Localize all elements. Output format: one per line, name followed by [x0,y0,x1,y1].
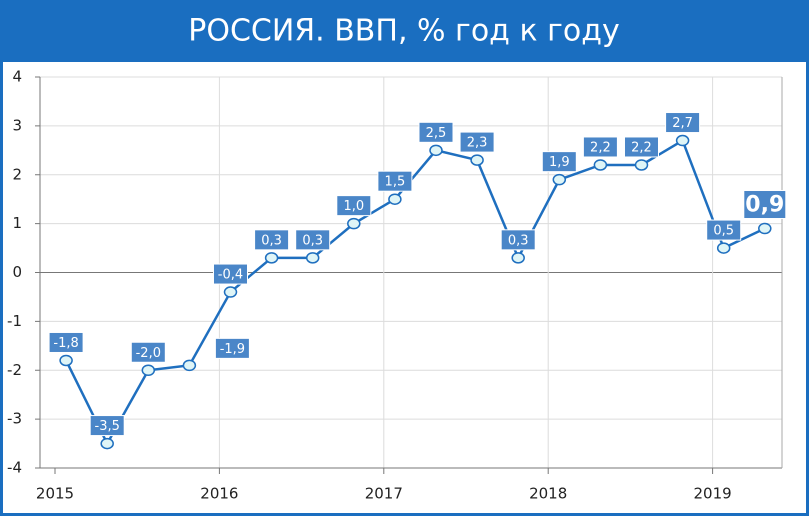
data-label-box [48,331,84,353]
title-bar [0,0,809,62]
data-label-text: 0,5 [713,224,734,239]
point [347,217,361,230]
data-label: 2,3 [459,131,495,153]
y-tick-label: 1 [12,214,22,232]
data-label-text: 2,2 [590,140,611,155]
point [223,286,238,298]
data-label-text: 2,7 [672,116,693,131]
y-tick-label: 0 [12,263,22,281]
data-label-text: 0,3 [261,233,282,248]
data-label-text: -1,8 [53,336,78,351]
line [64,138,766,447]
data-label-box [89,415,125,437]
y-tick-label: 4 [12,68,22,86]
data-label-box [212,263,248,285]
data-label: -3,5 [89,415,125,437]
y-tick-label: -3 [7,410,22,428]
data-label: 1,9 [541,151,577,173]
point [675,134,690,147]
y-tick-label: -4 [7,459,22,477]
data-label: 0,9 [743,190,787,220]
x-tick-label: 2018 [529,485,567,503]
x-tick-label: 2015 [36,485,74,503]
x-tick-label: 2019 [694,485,732,503]
data-label: 0,3 [500,229,536,251]
data-label: 0,3 [295,229,331,251]
data-label-text: -1,9 [220,342,245,357]
point [511,252,525,264]
data-label-box [254,229,290,251]
data-label-box [665,112,701,134]
data-label-text: 1,5 [385,175,406,190]
point [470,154,484,166]
point [264,252,279,264]
data-label-box [582,136,618,158]
data-label-text: -3,5 [95,419,120,434]
point [59,354,73,367]
y-tick-label: -2 [7,361,22,379]
data-label-box [706,219,742,241]
data-label: -0,4 [212,263,248,285]
data-label-text: 2,2 [631,140,652,155]
data-label-box [743,190,787,220]
data-label: 1,0 [336,195,372,217]
y-tick-label: -1 [7,312,22,330]
data-label-box [541,151,577,173]
data-label-text: 1,0 [343,199,364,214]
data-label: 0,5 [706,219,742,241]
data-label: 1,5 [377,170,413,192]
x-tick-label: 2016 [200,485,238,503]
point [100,437,114,450]
data-label-box [418,121,454,143]
point [388,193,402,205]
y-tick-label: 3 [12,116,22,134]
data-label: 2,2 [623,136,659,158]
data-label-text: 0,3 [508,233,529,248]
point [182,359,197,372]
data-label-box [377,170,413,192]
y-tick-label: 2 [12,165,22,183]
data-label-box [500,229,536,251]
chart-title: РОССИЯ. ВВП, % год к году [188,14,619,49]
point [141,364,156,376]
data-label-box [459,131,495,153]
point [593,159,608,171]
data-label-text: 1,9 [549,155,570,170]
point [552,173,567,186]
x-tick-label: 2017 [365,485,403,503]
point [758,222,772,235]
data-label-box [295,229,331,251]
data-label: -1,8 [48,331,84,353]
data-label-box [623,136,659,158]
data-label-text: 2,3 [467,136,488,151]
data-label-box [130,341,166,363]
data-label-text: 0,9 [745,193,784,218]
point [305,252,320,264]
data-label-text: 0,3 [302,233,323,248]
data-label: 2,5 [418,121,454,143]
point [634,159,649,171]
data-label-text: -2,0 [136,346,161,361]
point [429,144,443,157]
data-label-text: 2,5 [426,126,447,141]
data-label: 2,2 [582,136,618,158]
data-label: 0,3 [254,229,290,251]
data-label: -1,9 [214,337,250,359]
data-label: 2,7 [665,112,701,134]
data-label-box [214,337,250,359]
point [716,242,731,254]
data-label-box [336,195,372,217]
data-label: -2,0 [130,341,166,363]
data-label-text: -0,4 [218,268,243,283]
